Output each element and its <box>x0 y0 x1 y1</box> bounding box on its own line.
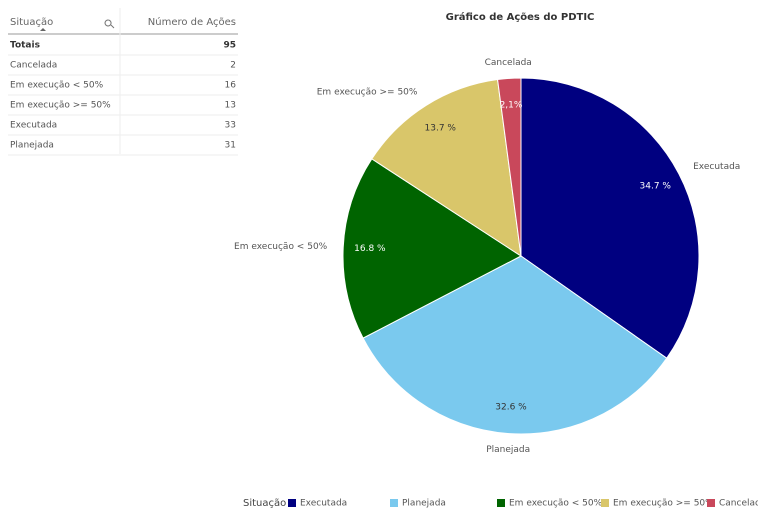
legend-title: Situação <box>243 498 286 508</box>
legend-swatch <box>288 499 296 507</box>
data-label: 16.8 % <box>354 244 386 254</box>
table-cell: 13 <box>225 101 236 111</box>
header-cell[interactable]: Situação <box>10 17 53 28</box>
search-icon[interactable] <box>104 19 115 29</box>
slice-label: Planejada <box>486 445 530 455</box>
table-cell: Cancelada <box>10 61 57 71</box>
data-label: 32.6 % <box>495 402 527 412</box>
pie-slice <box>362 255 668 435</box>
pie-slice <box>342 158 522 339</box>
totals-cell: 95 <box>223 41 236 51</box>
legend-swatch <box>390 499 398 507</box>
sort-icon[interactable] <box>40 28 46 31</box>
table-cell: 33 <box>225 121 236 131</box>
legend-swatch <box>707 499 715 507</box>
chart-title: Gráfico de Ações do PDTIC <box>446 11 595 23</box>
slice-label: Executada <box>693 162 740 172</box>
table-cell: Planejada <box>10 141 54 151</box>
table-cell: Em execução < 50% <box>10 81 104 91</box>
table-cell: 31 <box>225 141 236 151</box>
data-label: 13.7 % <box>425 124 457 134</box>
legend-label: Executada <box>300 499 347 508</box>
data-label: 34.7 % <box>640 182 672 192</box>
pie-slice <box>371 78 522 258</box>
table-cell: Executada <box>10 121 57 131</box>
header-cell[interactable]: Número de Ações <box>148 16 236 28</box>
legend-swatch <box>601 499 609 507</box>
slice-label: Cancelada <box>485 58 532 68</box>
legend-swatch <box>497 499 505 507</box>
legend-label: Cancelada <box>719 499 758 508</box>
legend-label: Em execução < 50% <box>509 499 603 508</box>
table-cell: 16 <box>225 81 237 91</box>
slice-label: Em execução >= 50% <box>317 87 418 97</box>
totals-cell: Totais <box>10 41 40 51</box>
pie-slice <box>496 77 522 257</box>
pie-slice <box>520 77 700 359</box>
legend-label: Planejada <box>402 499 446 508</box>
table-cell: Em execução >= 50% <box>10 101 111 111</box>
slice-label: Em execução < 50% <box>234 242 328 252</box>
table-cell: 2 <box>230 61 236 71</box>
data-label: 2,1% <box>500 101 523 111</box>
legend-label: Em execução >= 50% <box>613 499 714 508</box>
